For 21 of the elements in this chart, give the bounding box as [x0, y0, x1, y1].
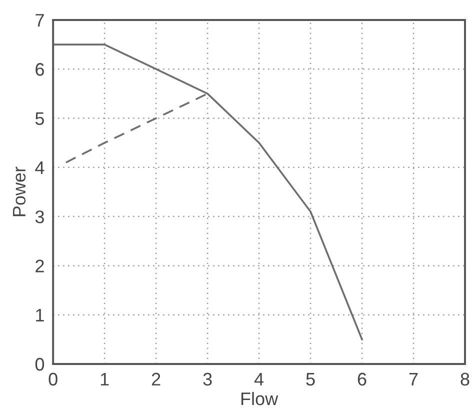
y-tick-label: 0 — [35, 358, 44, 371]
x-axis-title: Flow — [241, 392, 278, 406]
x-tick-label: 6 — [358, 372, 366, 386]
x-tick-label: 1 — [100, 372, 109, 386]
y-tick-label: 6 — [36, 63, 44, 76]
y-tick-label: 4 — [35, 162, 44, 174]
y-tick-label: 7 — [36, 14, 44, 27]
x-tick-label: 7 — [409, 372, 418, 386]
line-series — [53, 44, 363, 340]
x-tick-label: 5 — [306, 372, 315, 386]
y-tick-label: 1 — [36, 308, 44, 322]
x-tick-label: 3 — [203, 372, 212, 386]
y-axis-title: Power — [12, 166, 26, 216]
x-tick-label: 2 — [152, 372, 160, 386]
line-series — [65, 92, 208, 164]
x-tick-label: 0 — [48, 372, 58, 386]
x-tick-label: 8 — [460, 372, 470, 386]
y-tick-label: 3 — [35, 210, 44, 224]
y-tick-label: 5 — [35, 112, 44, 125]
x-tick-label: 4 — [254, 372, 264, 386]
y-tick-label: 2 — [36, 260, 44, 272]
